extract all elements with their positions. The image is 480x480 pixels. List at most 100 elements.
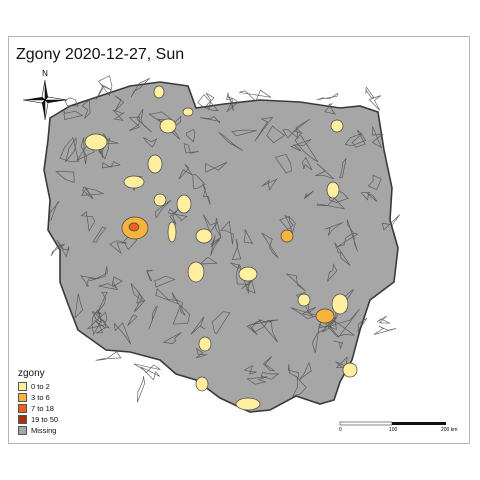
county-border <box>243 364 257 375</box>
county-border <box>231 238 242 260</box>
county-border <box>195 347 207 359</box>
county-border <box>298 361 312 381</box>
map-title: Zgony 2020-12-27, Sun <box>16 46 185 63</box>
county-border <box>80 137 87 165</box>
county-highlight <box>84 133 108 151</box>
county-border <box>94 319 106 334</box>
county-highlight <box>331 293 349 315</box>
county-highlight <box>147 154 163 174</box>
county-highlight <box>159 118 177 134</box>
county-highlight <box>315 308 335 324</box>
compass-north-label: N <box>42 69 48 78</box>
county-border <box>89 266 108 282</box>
county-border <box>197 257 218 267</box>
county-border <box>261 232 279 259</box>
county-border <box>96 291 108 314</box>
county-highlight <box>198 336 212 352</box>
county-border <box>262 356 276 372</box>
county-border <box>344 133 367 147</box>
highlighted-counties <box>84 85 358 411</box>
county-highlight <box>153 193 167 207</box>
county-border <box>279 215 294 230</box>
county-border <box>292 376 307 397</box>
county-border <box>137 376 146 403</box>
county-border <box>155 288 179 305</box>
county-border <box>337 232 359 247</box>
county-border <box>371 126 385 149</box>
county-border <box>373 325 396 335</box>
county-highlight <box>238 266 258 282</box>
county-border <box>334 242 351 266</box>
county-border <box>172 304 190 325</box>
county-border <box>290 307 319 320</box>
county-border <box>81 99 91 119</box>
county-border <box>101 161 121 169</box>
legend-swatch <box>18 426 27 435</box>
county-border <box>133 363 161 374</box>
county-border <box>127 314 138 327</box>
county-border <box>261 178 278 191</box>
county-border <box>319 316 332 333</box>
county-border <box>190 316 206 335</box>
county-border <box>65 137 77 163</box>
county-border <box>368 95 382 111</box>
county-border <box>202 214 219 234</box>
county-border <box>260 372 280 380</box>
county-border <box>266 125 286 144</box>
legend-label: 3 to 6 <box>31 393 50 402</box>
county-border <box>205 161 228 173</box>
county-border <box>95 351 122 361</box>
county-border <box>210 217 222 245</box>
county-border <box>324 317 336 328</box>
county-border <box>154 275 176 288</box>
county-border <box>282 127 299 139</box>
county-border <box>211 311 231 335</box>
county-border <box>155 199 172 219</box>
county-highlight-high <box>128 222 140 232</box>
legend: zgony 0 to 2 3 to 6 7 to 18 19 to 50 Missing <box>18 368 58 436</box>
county-highlight <box>176 194 192 214</box>
county-highlight <box>280 229 294 243</box>
county-border <box>185 129 196 143</box>
county-border <box>114 95 125 111</box>
county-border <box>56 239 70 258</box>
county-border <box>91 309 102 336</box>
county-border <box>294 133 319 163</box>
county-highlight <box>153 85 165 99</box>
county-border <box>220 220 234 245</box>
county-highlight <box>182 107 194 117</box>
county-border <box>146 270 153 282</box>
county-border <box>286 273 306 292</box>
county-border <box>143 136 158 148</box>
legend-item: 0 to 2 <box>18 381 58 392</box>
county-border <box>315 163 334 180</box>
legend-item: 3 to 6 <box>18 392 58 403</box>
county-border <box>148 305 158 330</box>
county-border <box>82 185 94 199</box>
north-arrow-icon: N <box>22 69 68 121</box>
county-border <box>210 235 220 256</box>
county-border <box>357 317 368 333</box>
county-border <box>226 91 234 111</box>
county-border <box>365 86 375 99</box>
legend-title: zgony <box>18 368 45 379</box>
county-border <box>367 174 382 191</box>
county-highlight <box>235 397 261 411</box>
county-border <box>81 187 104 196</box>
county-border <box>346 219 358 252</box>
county-border <box>73 293 84 319</box>
legend-swatch <box>18 382 27 391</box>
county-highlight <box>167 221 177 243</box>
county-border <box>55 171 75 184</box>
county-highlight <box>330 119 344 133</box>
legend-item: 7 to 18 <box>18 403 58 414</box>
county-border <box>287 364 299 379</box>
county-border <box>324 103 337 115</box>
legend-item: 19 to 50 <box>18 414 58 425</box>
county-highlight <box>123 175 145 189</box>
county-border <box>80 211 96 233</box>
legend-item: Missing <box>18 425 58 436</box>
county-border <box>241 280 256 294</box>
scale-label-100: 100 <box>389 427 398 433</box>
